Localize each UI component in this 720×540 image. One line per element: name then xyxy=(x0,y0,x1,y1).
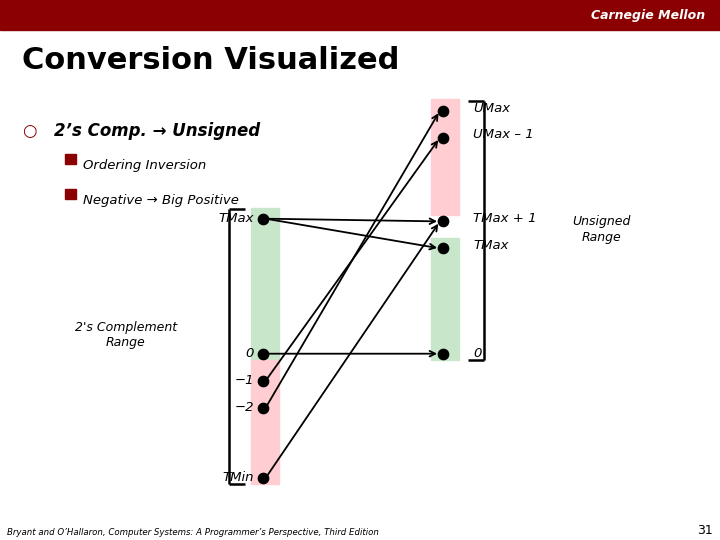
Text: −2: −2 xyxy=(235,401,254,414)
Point xyxy=(437,244,449,253)
Text: TMin: TMin xyxy=(222,471,254,484)
Text: Carnegie Mellon: Carnegie Mellon xyxy=(591,9,706,22)
Point xyxy=(437,217,449,226)
Point xyxy=(437,349,449,358)
Bar xyxy=(431,238,459,360)
Text: 2's Complement
Range: 2's Complement Range xyxy=(75,321,177,349)
Text: UMax – 1: UMax – 1 xyxy=(473,129,534,141)
Bar xyxy=(251,360,279,484)
Point xyxy=(437,133,449,142)
Bar xyxy=(431,99,459,215)
Point xyxy=(257,474,269,482)
Bar xyxy=(251,208,279,360)
Text: 31: 31 xyxy=(697,524,713,537)
Text: TMax: TMax xyxy=(473,239,508,252)
Text: Bryant and O’Hallaron, Computer Systems: A Programmer’s Perspective, Third Editi: Bryant and O’Hallaron, Computer Systems:… xyxy=(7,528,379,537)
Point xyxy=(257,349,269,358)
Text: −1: −1 xyxy=(235,374,254,387)
Text: ○: ○ xyxy=(22,122,36,139)
Text: 2’s Comp. → Unsigned: 2’s Comp. → Unsigned xyxy=(54,122,260,139)
Point xyxy=(257,214,269,223)
Bar xyxy=(65,154,76,164)
Text: Ordering Inversion: Ordering Inversion xyxy=(83,159,206,172)
Text: Unsigned
Range: Unsigned Range xyxy=(572,215,631,244)
Text: TMax + 1: TMax + 1 xyxy=(473,212,536,225)
Point xyxy=(437,106,449,115)
Text: Negative → Big Positive: Negative → Big Positive xyxy=(83,194,238,207)
Text: UMax: UMax xyxy=(473,102,510,114)
Bar xyxy=(65,189,76,199)
Text: 0: 0 xyxy=(473,347,482,360)
Point xyxy=(257,376,269,385)
Text: Conversion Visualized: Conversion Visualized xyxy=(22,46,399,75)
Text: 0: 0 xyxy=(246,347,254,360)
Point xyxy=(257,403,269,412)
Text: TMax: TMax xyxy=(219,212,254,225)
